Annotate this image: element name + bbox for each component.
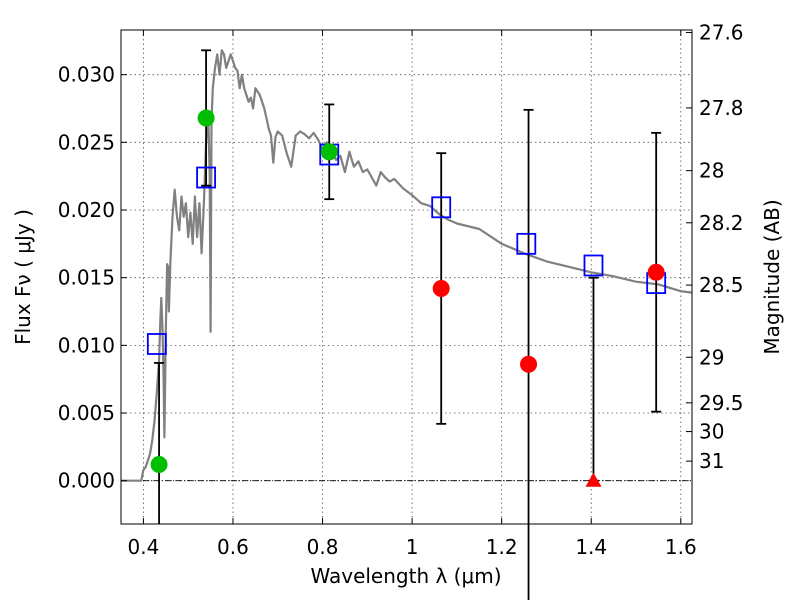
blue-square-marker [431, 196, 452, 219]
y-tick-label: 0.005 [58, 401, 115, 425]
y-tick-label: 0.020 [58, 198, 115, 222]
x-axis-ticks: 0.4 0.6 0.8 1 1.2 1.4 1.6 [127, 30, 697, 559]
magnitude-tick-label: 27.6 [699, 21, 744, 45]
grid-lines [121, 30, 692, 524]
magnitude-tick-label: 28.2 [699, 211, 744, 235]
y-axis-title: Flux Fν ( μJy ) [11, 209, 35, 345]
x-axis-title: Wavelength λ (μm) [310, 564, 501, 588]
magnitude-axis-ticks: 27.6 27.8 28 28.2 28.5 29 29.5 30 31 [686, 21, 744, 473]
magnitude-axis-title: Magnitude (AB) [760, 199, 784, 354]
x-tick-label: 0.8 [307, 535, 339, 559]
blue-square-marker [516, 232, 537, 255]
y-tick-label: 0.015 [58, 266, 115, 290]
x-tick-label: 1.6 [665, 535, 697, 559]
x-tick-label: 1 [406, 535, 419, 559]
red-circle-marker [520, 355, 538, 373]
magnitude-tick-label: 29.5 [699, 391, 744, 415]
red-circle-marker [432, 280, 450, 298]
y-tick-label: 0.010 [58, 333, 115, 357]
green-circle-marker [150, 455, 168, 473]
template-spectrum [121, 49, 693, 482]
magnitude-tick-label: 28.5 [699, 273, 744, 297]
green-circle-marker [320, 143, 338, 161]
magnitude-tick-label: 30 [699, 420, 724, 444]
y-tick-label: 0.030 [58, 63, 115, 87]
blue-square-marker [196, 166, 216, 189]
y-axis-ticks: 0.000 0.005 0.010 0.015 0.020 0.025 0.030 [58, 63, 127, 493]
plot-frame [120, 29, 693, 525]
y-tick-label: 0.025 [58, 130, 115, 154]
x-tick-label: 1.4 [575, 535, 607, 559]
magnitude-tick-label: 28 [699, 159, 724, 183]
green-circle-marker [197, 109, 215, 127]
red-circle-marker [647, 263, 665, 281]
error-bars [154, 49, 662, 600]
magnitude-tick-label: 27.8 [699, 96, 744, 120]
blue-square-marker [146, 333, 167, 355]
data-markers [146, 109, 667, 487]
x-tick-label: 1.2 [486, 535, 518, 559]
blue-square-marker [583, 254, 604, 277]
x-tick-label: 0.4 [127, 535, 159, 559]
magnitude-tick-label: 29 [699, 345, 724, 369]
red-triangle-marker [585, 472, 602, 487]
x-tick-label: 0.6 [217, 535, 249, 559]
y-tick-label: 0.000 [58, 469, 115, 493]
template-spectrum-line [121, 49, 693, 482]
magnitude-tick-label: 31 [699, 449, 724, 473]
